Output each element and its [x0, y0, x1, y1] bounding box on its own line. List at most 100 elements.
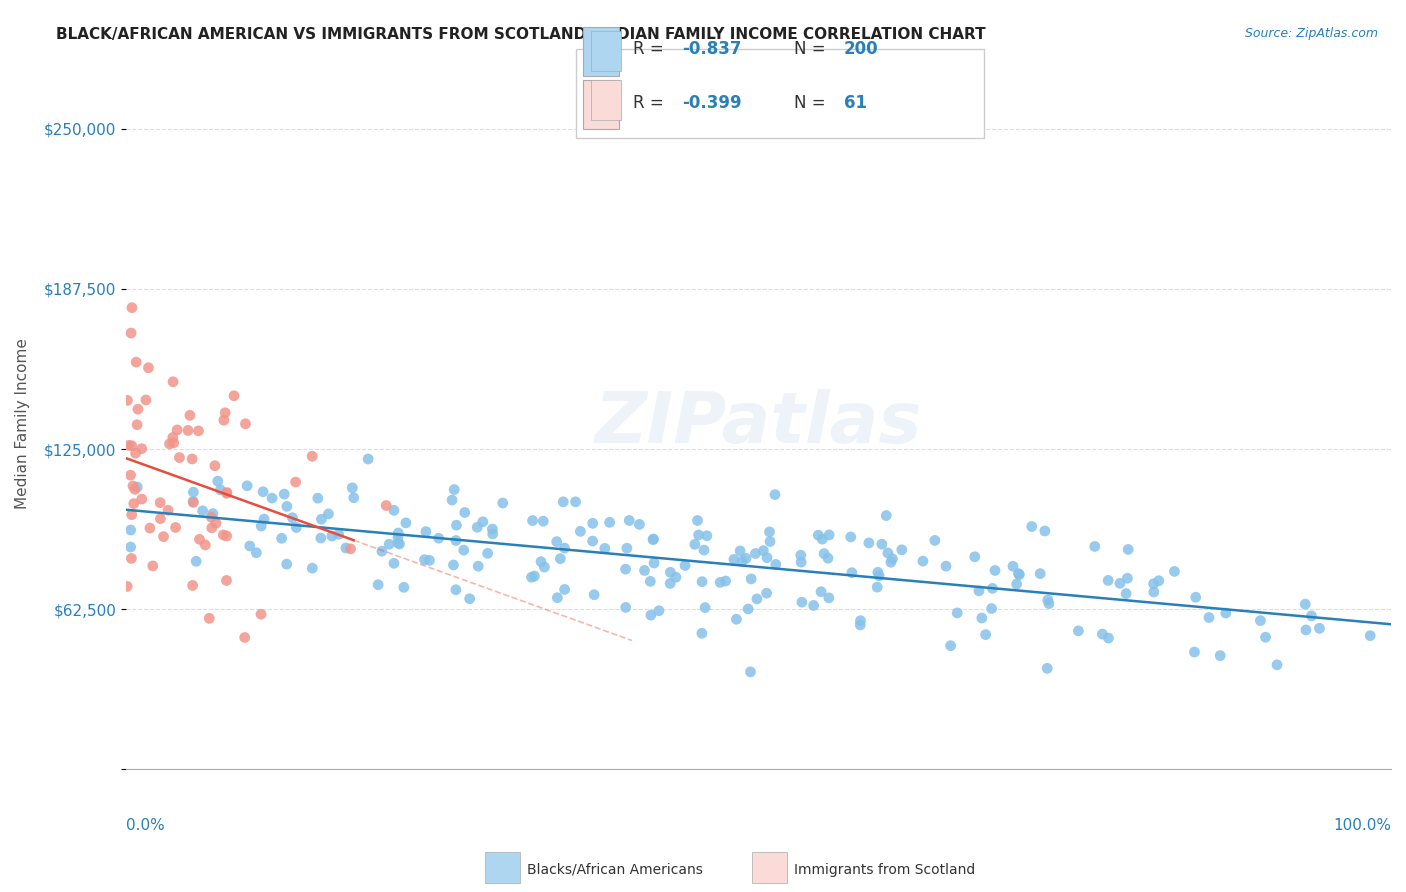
Point — [619, 514, 641, 528]
Point — [1215, 606, 1237, 620]
Point — [124, 483, 146, 497]
Point — [758, 524, 780, 539]
Point — [446, 518, 468, 533]
Point — [127, 402, 149, 417]
Point — [120, 326, 142, 340]
Point — [207, 474, 229, 488]
Point — [149, 511, 172, 525]
Point — [875, 508, 897, 523]
Point — [443, 483, 465, 497]
Text: 61: 61 — [844, 94, 866, 112]
Point — [388, 537, 411, 551]
Point — [260, 491, 283, 505]
Point — [162, 375, 184, 389]
Point — [328, 527, 350, 541]
Point — [723, 552, 745, 566]
Point — [911, 554, 934, 568]
Point — [122, 479, 145, 493]
Point — [1360, 629, 1382, 643]
Point — [250, 519, 273, 533]
Point — [546, 534, 568, 549]
Point — [131, 492, 153, 507]
Point — [546, 591, 568, 605]
Point — [817, 591, 839, 605]
Point — [759, 534, 782, 549]
Point — [813, 547, 835, 561]
Point — [387, 536, 409, 550]
Point — [307, 491, 329, 505]
Point — [236, 479, 259, 493]
Point — [387, 526, 409, 541]
Point — [138, 360, 160, 375]
Point — [382, 503, 405, 517]
Point — [1036, 661, 1059, 675]
Point — [375, 499, 398, 513]
Point — [392, 580, 415, 594]
Point — [1163, 565, 1185, 579]
Point — [866, 580, 889, 594]
Point — [191, 504, 214, 518]
Point — [222, 389, 245, 403]
Point — [1109, 576, 1132, 591]
Point — [765, 558, 787, 572]
Point — [443, 558, 465, 572]
Point — [696, 529, 718, 543]
Point — [882, 551, 904, 566]
Point — [285, 520, 308, 534]
Point — [755, 586, 778, 600]
Text: 200: 200 — [844, 40, 879, 58]
Point — [1254, 630, 1277, 644]
Point — [276, 557, 298, 571]
Point — [301, 449, 323, 463]
Point — [215, 486, 238, 500]
Point — [125, 355, 148, 369]
Point — [284, 475, 307, 489]
Point — [554, 582, 576, 597]
Point — [142, 558, 165, 573]
Point — [454, 506, 477, 520]
Point — [395, 516, 418, 530]
Point — [553, 541, 575, 555]
Point — [181, 578, 204, 592]
Point — [599, 516, 621, 530]
Point — [756, 550, 779, 565]
Point — [583, 588, 606, 602]
Point — [643, 532, 665, 546]
Point — [339, 541, 361, 556]
Point — [157, 503, 180, 517]
Point — [709, 575, 731, 590]
Point — [321, 529, 343, 543]
Point — [183, 485, 205, 500]
Point — [309, 531, 332, 545]
Point — [342, 481, 364, 495]
Point — [427, 531, 450, 545]
Point — [1294, 597, 1316, 611]
Point — [413, 552, 436, 566]
Point — [281, 510, 304, 524]
Point — [569, 524, 592, 539]
Text: ZIPatlas: ZIPatlas — [595, 389, 922, 458]
Point — [695, 600, 717, 615]
Point — [728, 544, 751, 558]
Point — [418, 553, 440, 567]
Point — [215, 485, 238, 500]
Point — [121, 439, 143, 453]
Point — [239, 539, 262, 553]
Point — [204, 458, 226, 473]
Point — [693, 543, 716, 558]
Point — [270, 531, 292, 545]
Point — [115, 579, 138, 593]
Point — [415, 524, 437, 539]
Point — [301, 561, 323, 575]
Point — [967, 583, 990, 598]
Point — [177, 424, 200, 438]
Point — [453, 543, 475, 558]
Point — [200, 510, 222, 524]
Point — [980, 601, 1002, 615]
Point — [665, 570, 688, 584]
Point — [1184, 591, 1206, 605]
Point — [763, 487, 786, 501]
Point — [162, 430, 184, 444]
Point — [818, 528, 841, 542]
Point — [387, 531, 409, 545]
